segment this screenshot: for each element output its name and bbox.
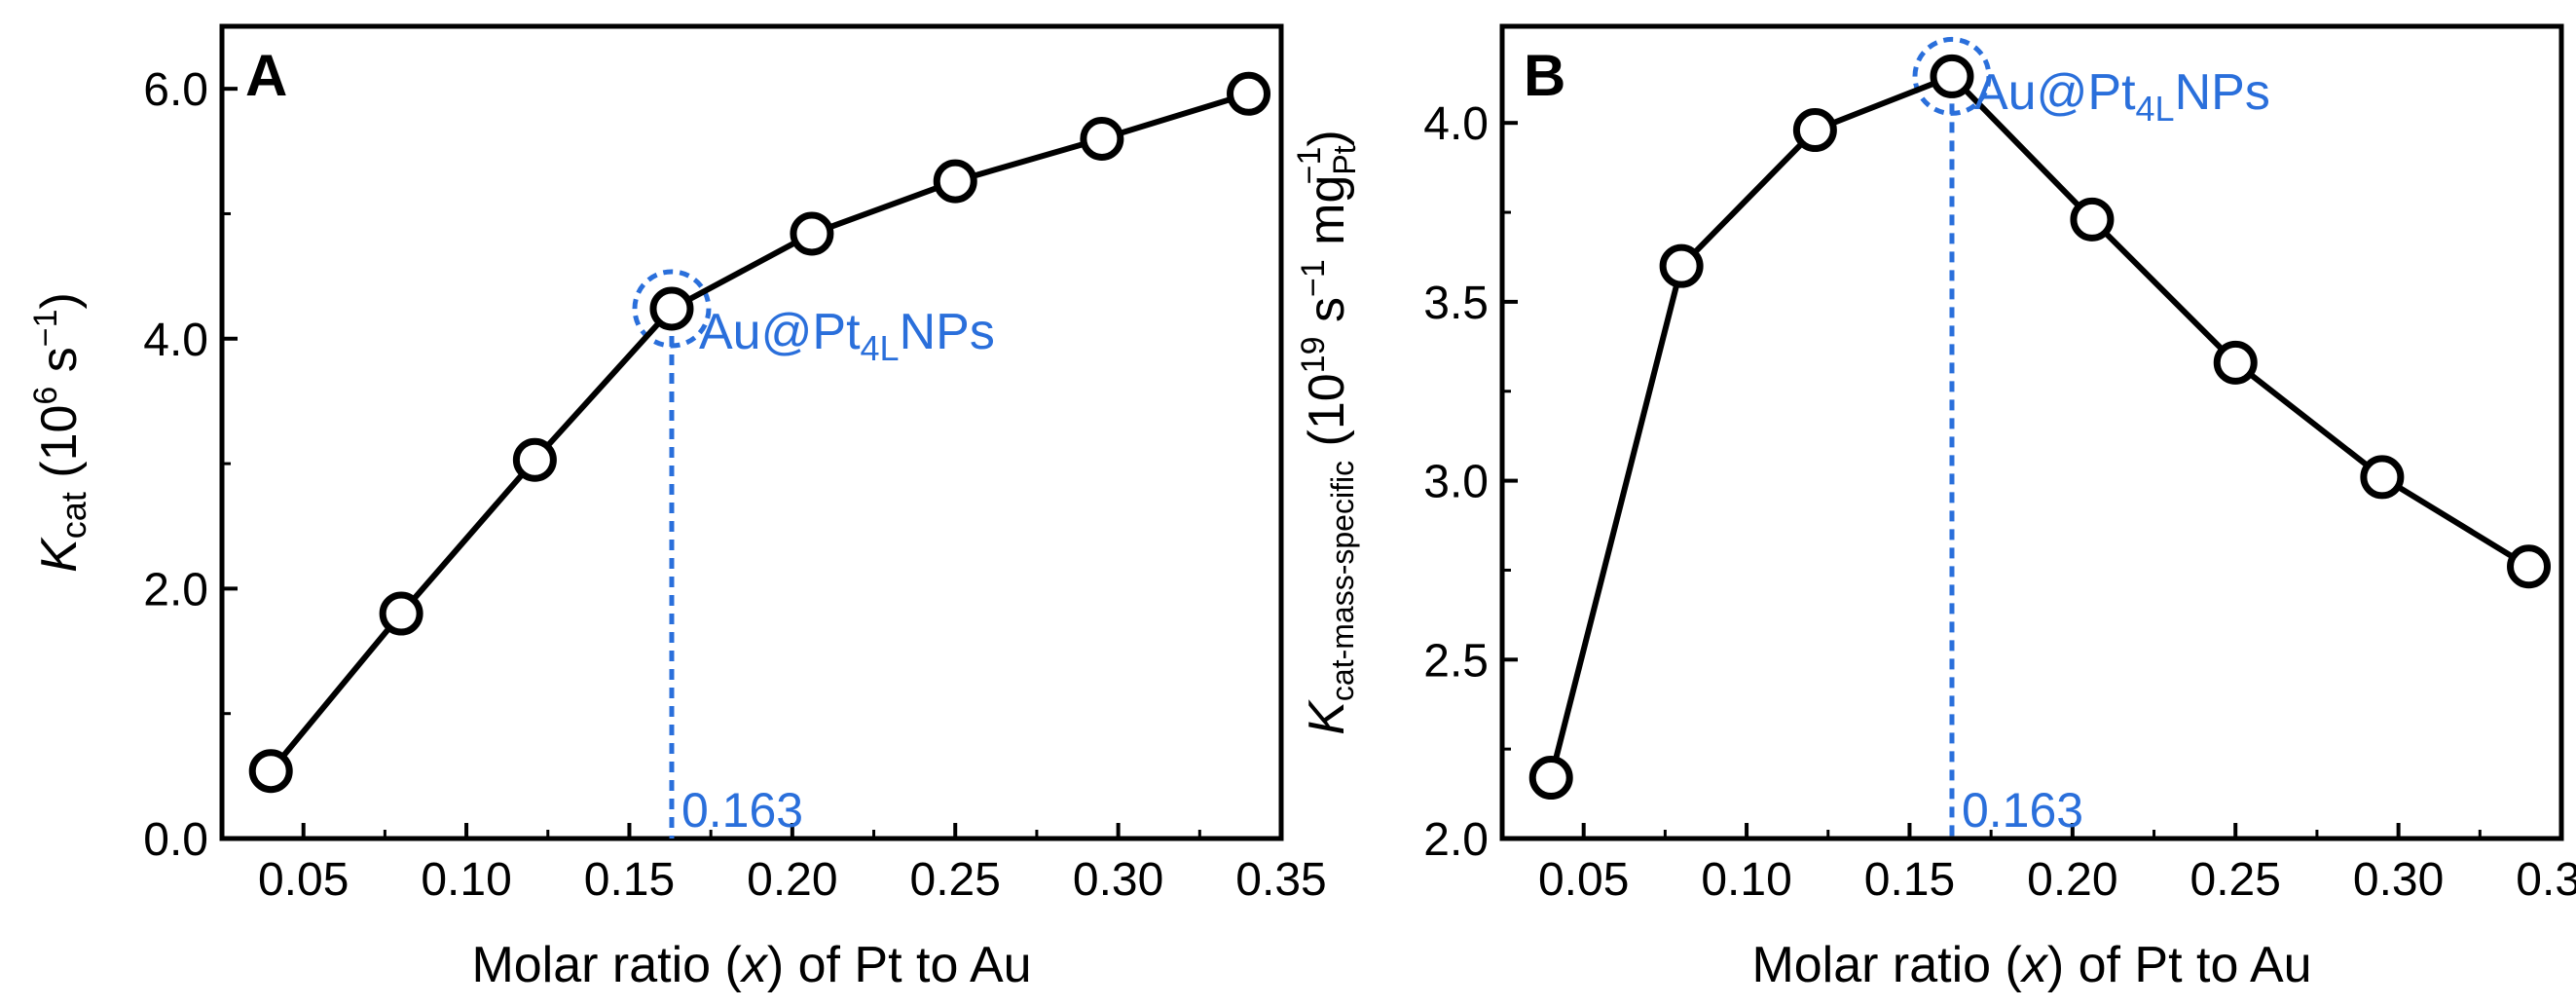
x-tick-label-b: 0.05 [1538, 854, 1629, 906]
x-tick-label-a: 0.10 [421, 854, 511, 906]
x-axis-title-a: Molar ratio (x) of Pt to Au [471, 937, 1031, 993]
panel-b: 0.05 0.10 0.15 0.20 0.25 0.30 0.35 2.0 2.5 3.0 3.5… [1291, 23, 2576, 993]
highlight-group-b: 0.163 [1912, 36, 2083, 839]
x-tick-label-a: 0.15 [584, 854, 675, 906]
plot-frame-a [219, 23, 1284, 841]
data-point-a [248, 749, 293, 794]
x-tick-label-b: 0.15 [1864, 854, 1955, 906]
annotation-a: Au@Pt4LNPs [699, 304, 995, 368]
x-axis-title-b: Molar ratio (x) of Pt to Au [1751, 937, 2311, 993]
data-point-a [933, 159, 977, 204]
data-point-b [2213, 340, 2258, 385]
data-point-a [1227, 71, 1271, 116]
x-tick-label-b: 0.10 [1701, 854, 1791, 906]
y-tick-label-a: 2.0 [143, 564, 208, 615]
y-tick-label-b: 2.0 [1423, 814, 1489, 866]
x-tick-label-a: 0.25 [910, 854, 1001, 906]
x-tick-label-b: 0.20 [2027, 854, 2117, 906]
x-tick-label-a: 0.20 [747, 854, 837, 906]
axis-ticks-a: 0.05 0.10 0.15 0.20 0.25 0.30 0.35 0.0 2.0 4.0 6.0 [143, 64, 1326, 906]
panel-label-a: A [245, 43, 287, 108]
x-tick-label-a: 0.35 [1235, 854, 1326, 906]
data-point-b [1930, 54, 1974, 98]
data-point-b [2507, 544, 2552, 589]
x-tick-label-a: 0.30 [1073, 854, 1163, 906]
data-point-a [379, 591, 423, 636]
series-a [248, 71, 1271, 794]
series-line-b [1548, 73, 2531, 779]
highlight-ring-a [632, 269, 712, 349]
series-b [1528, 54, 2552, 801]
data-point-a [1080, 116, 1124, 161]
y-tick-label-b: 4.0 [1423, 98, 1489, 150]
y-tick-label-b: 3.0 [1423, 457, 1489, 508]
highlight-ring-b [1912, 36, 1992, 116]
x-tick-label-b: 0.30 [2353, 854, 2444, 906]
data-point-a [649, 286, 694, 331]
x-tick-label-b: 0.35 [2516, 854, 2576, 906]
axis-ticks-b: 0.05 0.10 0.15 0.20 0.25 0.30 0.35 2.0 2.5 3.0 3.5… [1423, 98, 2576, 906]
highlight-x-label-a: 0.163 [681, 783, 803, 838]
plot-frame-b [1499, 23, 2564, 841]
data-point-a [512, 437, 557, 482]
panel-a: 0.05 0.10 0.15 0.20 0.25 0.30 0.35 0.0 2.0 4.0 6.0… [27, 23, 1327, 993]
y-axis-title-a: Kcat (106 s−1) [27, 292, 93, 573]
y-tick-label-a: 0.0 [143, 814, 208, 866]
series-line-a [268, 91, 1250, 773]
annotation-b: Au@Pt4LNPs [1974, 64, 2270, 129]
y-tick-label-a: 6.0 [143, 64, 208, 116]
data-point-a [790, 211, 834, 256]
y-axis-title-b: Kcat-mass-specific (1019 s−1 mgPt−1) [1291, 130, 1362, 735]
data-point-b [1659, 243, 1704, 288]
data-point-b [2360, 455, 2405, 500]
x-tick-label-a: 0.05 [258, 854, 349, 906]
highlight-x-label-b: 0.163 [1962, 783, 2083, 838]
y-tick-label-b: 3.5 [1423, 278, 1489, 329]
y-tick-label-a: 4.0 [143, 315, 208, 366]
panel-label-b: B [1524, 43, 1565, 108]
y-tick-label-b: 2.5 [1423, 635, 1489, 687]
data-point-b [1792, 108, 1837, 153]
data-point-b [2070, 197, 2115, 242]
data-point-b [1528, 756, 1573, 801]
x-tick-label-b: 0.25 [2190, 854, 2281, 906]
highlight-group-a: 0.163 [632, 269, 803, 839]
